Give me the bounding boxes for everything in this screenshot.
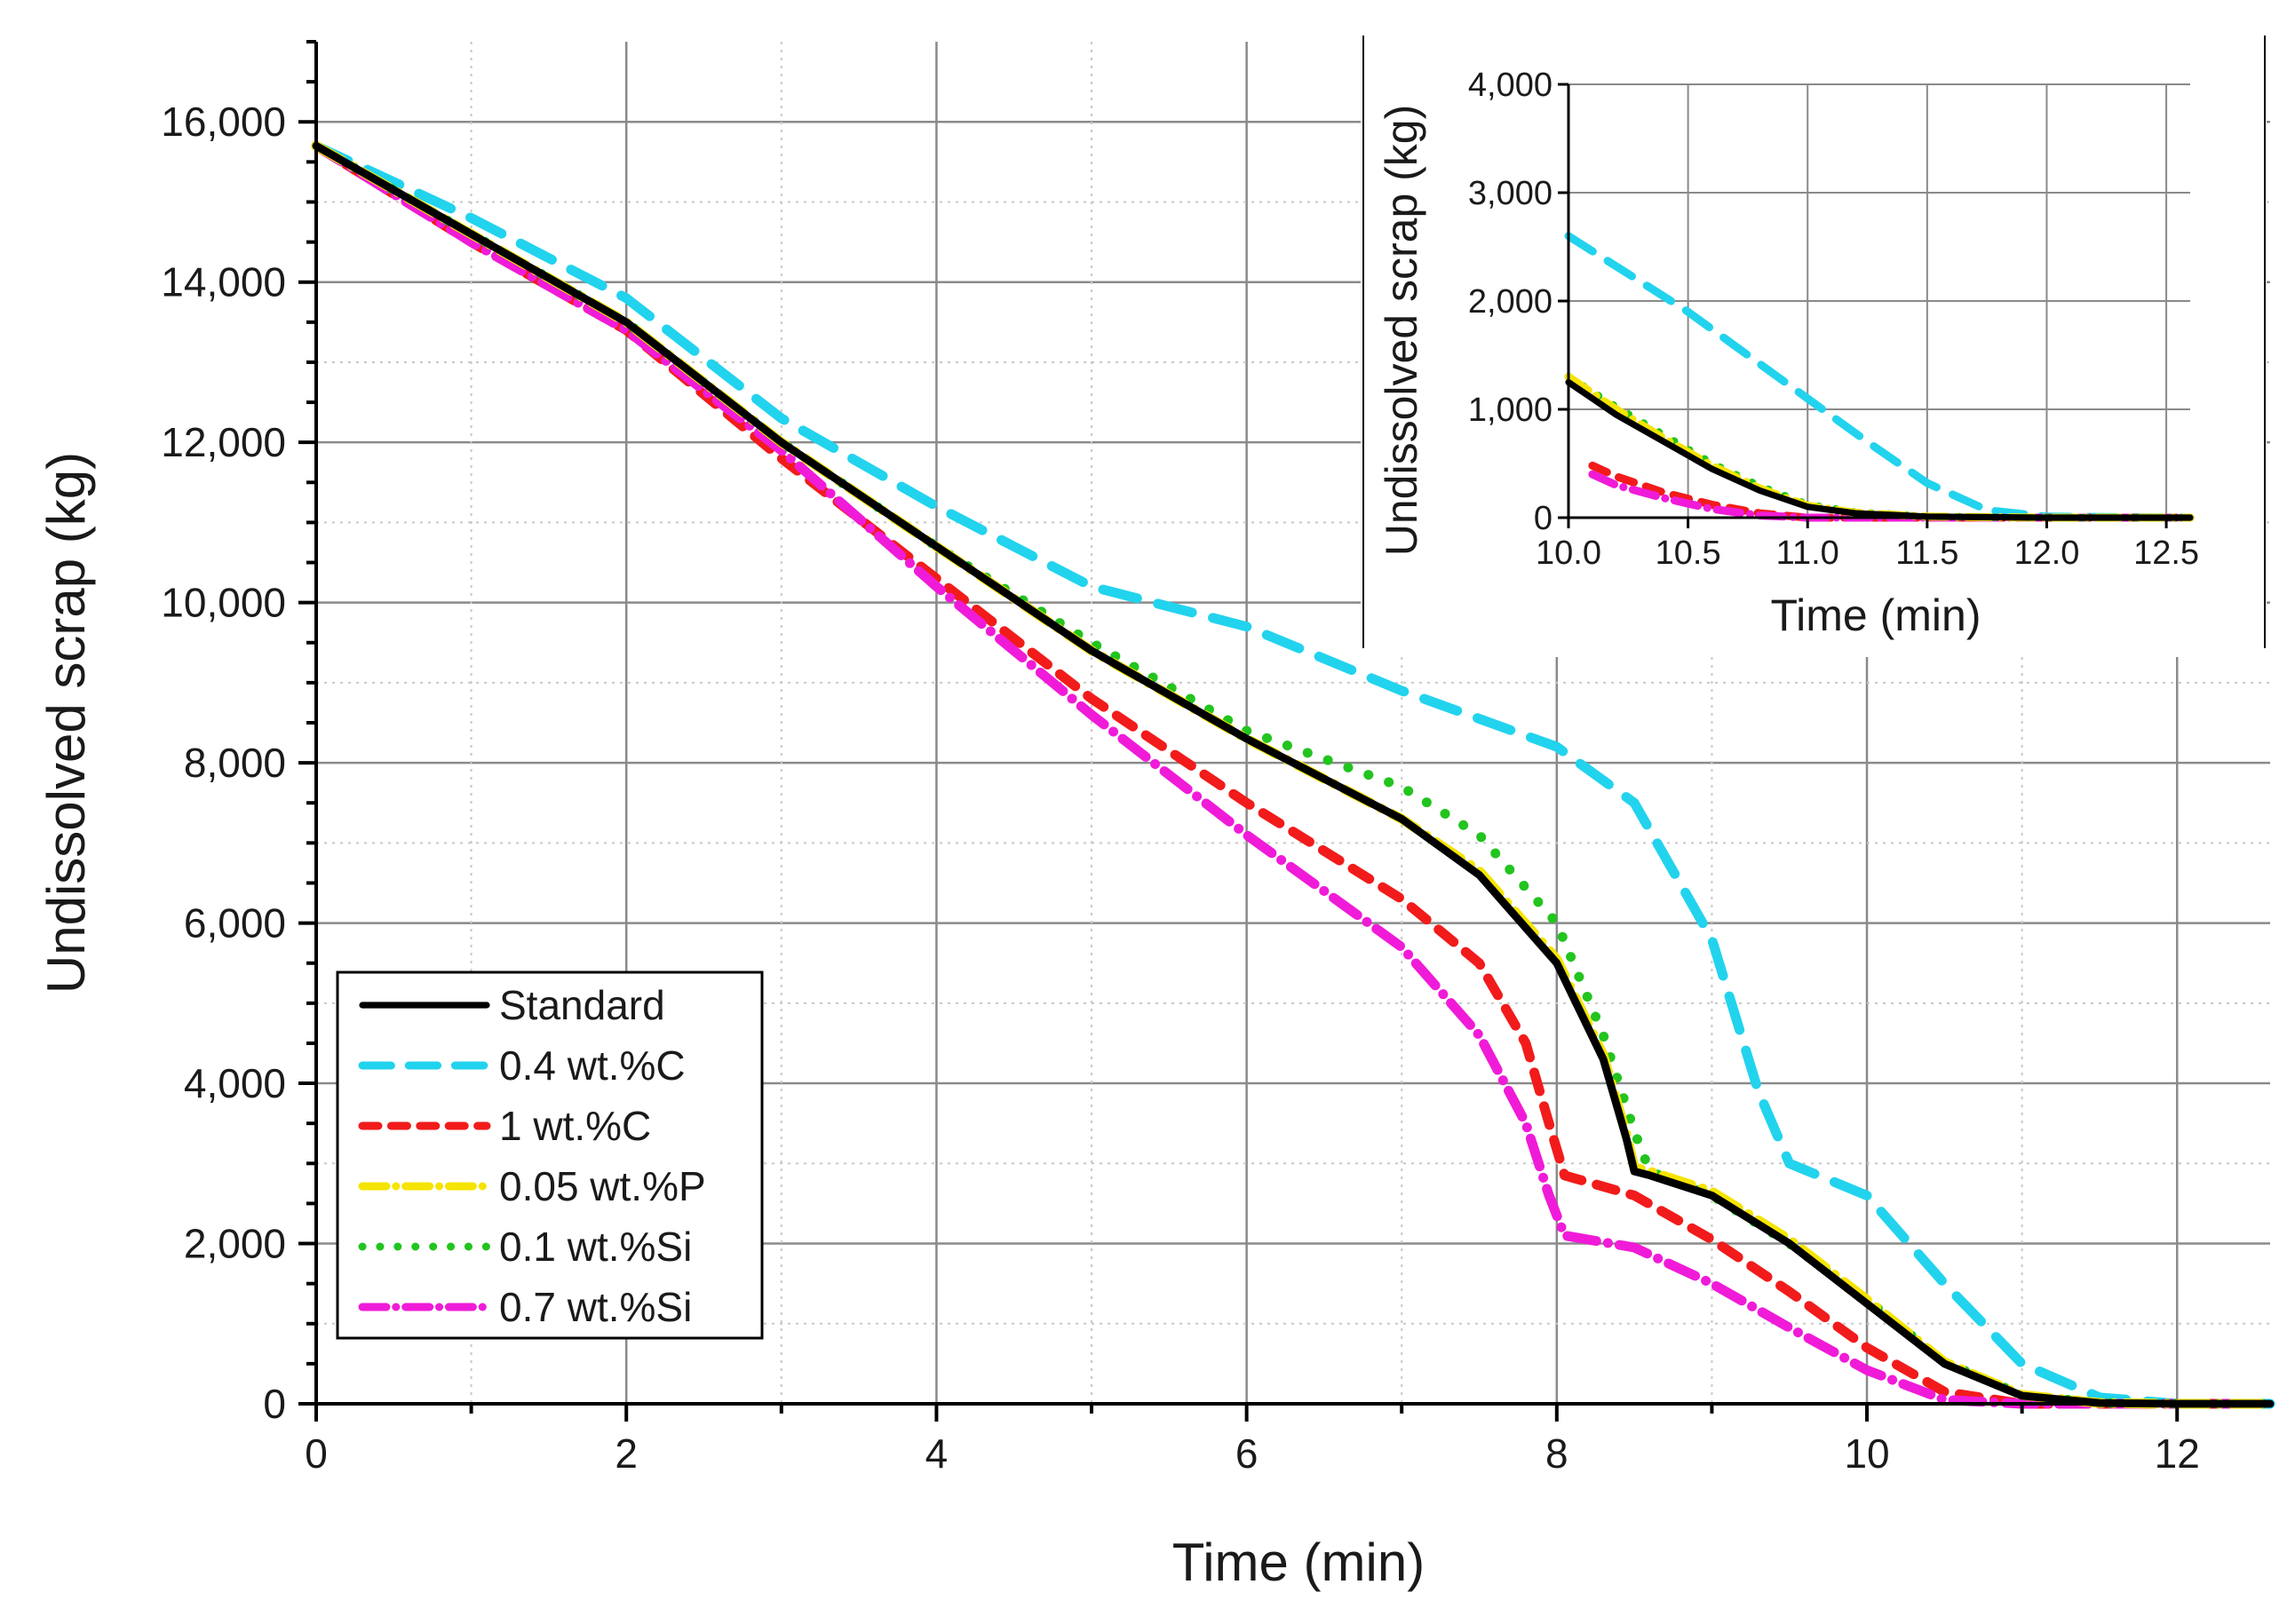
legend-label-0-1-wt-si: 0.1 wt.%Si <box>499 1224 692 1270</box>
legend: Standard 0.4 wt.%C 1 wt.%C 0.05 wt.%P 0.1 wt… <box>336 970 764 1340</box>
inset-plot: 10.0 10.5 11.0 11.5 12.0 12.5 0 1,000 2,000 3,000… <box>1361 36 2267 657</box>
inset-ticks: 10.0 10.5 11.0 11.5 12.0 12.5 0 1,000 2,000 3,000… <box>1468 67 2199 572</box>
main-lines <box>311 140 2275 1409</box>
inset-background <box>1361 36 2267 657</box>
inset-x-tick-label: 12.0 <box>2013 535 2079 572</box>
main-x-tick-label: 12 <box>2155 1430 2200 1477</box>
main-y-tick-label: 10,000 <box>161 580 286 626</box>
legend-frame <box>336 970 764 1340</box>
main-x-tick-label: 10 <box>1844 1430 1889 1477</box>
main-y-tick-label: 8,000 <box>184 740 286 786</box>
main-x-tick-label: 4 <box>925 1430 949 1477</box>
main-x-tick-label: 6 <box>1235 1430 1259 1477</box>
main-series-0-4-wt-c <box>311 140 2275 1409</box>
main-y-tick-label: 14,000 <box>161 259 286 305</box>
main-y-tick-label: 16,000 <box>161 99 286 145</box>
inset-x-tick-label: 11.0 <box>1776 535 1839 572</box>
main-y-tick-label: 4,000 <box>184 1060 286 1106</box>
main-series-0-7-wt-si <box>311 140 2275 1409</box>
main-series-0-1-wt-si <box>311 140 2275 1409</box>
inset-y-tick-label: 2,000 <box>1468 283 1552 321</box>
legend-label-0-4-wt-c: 0.4 wt.%C <box>499 1042 686 1089</box>
y-axis-title: Undissolved scrap (kg) <box>36 452 96 994</box>
main-ticks: 0 2 4 6 8 10 12 0 2,000 4,000 6,000 8,000 10,000 12,0… <box>161 40 2200 1477</box>
main-y-tick-label: 0 <box>263 1381 286 1427</box>
main-x-tick-label: 2 <box>615 1430 638 1477</box>
main-series-standard <box>312 141 2275 1408</box>
inset-x-axis-title: Time (min) <box>1770 590 1981 640</box>
legend-label-1-wt-c: 1 wt.%C <box>499 1103 651 1149</box>
inset-y-tick-label: 0 <box>1534 500 1552 537</box>
inset-series-1-wt-c <box>1588 461 2195 522</box>
main-series-1-wt-c <box>311 140 2275 1409</box>
main-y-tick-label: 2,000 <box>184 1221 286 1267</box>
inset-x-tick-label: 10.0 <box>1536 535 1601 572</box>
main-y-tick-label: 12,000 <box>161 419 286 465</box>
inset-x-tick-label: 10.5 <box>1656 535 1721 572</box>
inset-y-tick-label: 4,000 <box>1468 67 1552 104</box>
inset-x-tick-label: 12.5 <box>2133 535 2199 572</box>
inset-series-0-4-wt-c <box>1564 232 2195 522</box>
inset-y-tick-label: 1,000 <box>1468 392 1552 429</box>
main-x-tick-label: 0 <box>305 1430 328 1477</box>
main-y-tick-label: 6,000 <box>184 900 286 947</box>
inset-y-axis-title: Undissolved scrap (kg) <box>1377 105 1426 557</box>
inset-y-tick-label: 3,000 <box>1468 175 1552 212</box>
legend-label-0-05-wt-p: 0.05 wt.%P <box>499 1163 706 1209</box>
legend-items: Standard 0.4 wt.%C 1 wt.%C 0.05 wt.%P 0.1 wt… <box>358 982 706 1330</box>
legend-label-standard: Standard <box>499 982 665 1028</box>
inset-x-tick-label: 11.5 <box>1895 535 1958 572</box>
x-axis-title: Time (min) <box>1172 1533 1425 1592</box>
main-x-tick-label: 8 <box>1545 1430 1568 1477</box>
legend-label-0-7-wt-si: 0.7 wt.%Si <box>499 1284 692 1330</box>
